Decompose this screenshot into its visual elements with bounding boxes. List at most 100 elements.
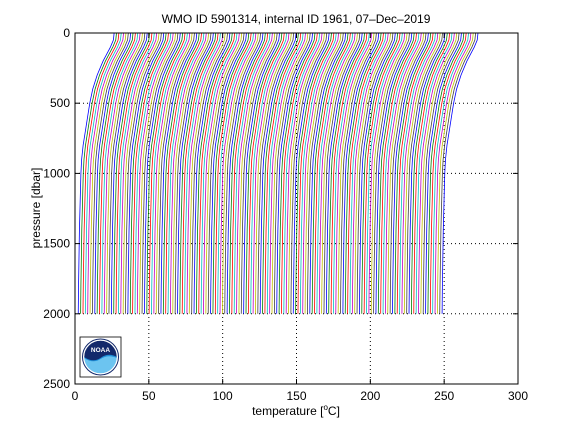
profile-line <box>247 33 285 314</box>
profile-line <box>250 33 288 314</box>
profile-line <box>278 33 316 314</box>
profile-line <box>179 33 217 314</box>
profile-line <box>203 33 240 314</box>
profile-line <box>427 33 465 314</box>
profile-line <box>92 33 129 314</box>
profile-line <box>429 33 467 314</box>
profile-line <box>351 33 389 314</box>
profile-line <box>354 33 391 314</box>
profile-line <box>245 33 283 314</box>
profile-line <box>316 33 354 314</box>
profile-line <box>434 33 472 314</box>
profile-line <box>210 33 247 314</box>
profile-line <box>195 33 233 314</box>
y-tick-label: 2500 <box>43 377 70 391</box>
profile-line <box>403 33 441 314</box>
profile-line <box>252 33 290 314</box>
profile-line <box>160 33 198 314</box>
profile-line <box>396 33 434 314</box>
profile-line <box>87 33 124 314</box>
profile-line <box>233 33 271 314</box>
profile-line <box>229 33 266 314</box>
profile-line <box>377 33 415 314</box>
profile-line <box>333 33 370 314</box>
profile-line <box>84 33 122 314</box>
x-axis-label: temperature [oC] <box>252 403 340 418</box>
profile-line <box>422 33 460 314</box>
profile-line <box>366 33 403 314</box>
profile-line <box>122 33 160 314</box>
profile-line <box>125 33 162 314</box>
noaa-logo-text: NOAA <box>91 347 110 354</box>
profile-line <box>224 33 262 314</box>
profile-line <box>77 33 115 314</box>
profile-line <box>318 33 356 314</box>
profile-line <box>328 33 365 314</box>
profile-line <box>356 33 394 314</box>
profile-line <box>127 33 165 314</box>
profile-line <box>288 33 325 314</box>
x-tick-label: 300 <box>508 389 528 403</box>
profile-line <box>304 33 342 314</box>
profile-line <box>392 33 429 314</box>
profile-line <box>361 33 399 314</box>
profile-line <box>389 33 427 314</box>
profile-line <box>144 33 181 314</box>
y-tick-label: 500 <box>50 96 70 110</box>
profile-line <box>297 33 335 314</box>
profile-line <box>217 33 254 314</box>
profile-line <box>299 33 337 314</box>
profile-line <box>399 33 436 314</box>
profile-line <box>193 33 231 314</box>
profile-line <box>401 33 439 314</box>
profile-line <box>385 33 422 314</box>
profile-line <box>330 33 368 314</box>
profile-line <box>441 33 479 314</box>
x-tick-label: 200 <box>360 389 380 403</box>
profile-line <box>146 33 184 314</box>
profile-line <box>198 33 236 314</box>
profile-line <box>410 33 448 314</box>
profile-line <box>162 33 200 314</box>
x-tick-label: 0 <box>72 389 79 403</box>
x-tick-label: 100 <box>213 389 233 403</box>
profile-line <box>219 33 257 314</box>
axis-ticks <box>74 32 519 385</box>
x-tick-label: 250 <box>434 389 454 403</box>
y-tick-label: 1000 <box>43 166 70 180</box>
profile-line <box>113 33 150 314</box>
profile-line <box>205 33 243 314</box>
profile-line <box>281 33 318 314</box>
profile-line <box>214 33 252 314</box>
profile-line <box>418 33 455 314</box>
profile-line <box>335 33 373 314</box>
profile-line <box>323 33 361 314</box>
profile-line <box>325 33 363 314</box>
profile-line <box>309 33 347 314</box>
profile-line <box>82 33 120 314</box>
profile-line <box>349 33 387 314</box>
noaa-logo: NOAA <box>79 336 122 378</box>
profile-line <box>221 33 259 314</box>
profile-line <box>108 33 146 314</box>
profile-line <box>158 33 195 314</box>
profile-line <box>257 33 295 314</box>
profile-line <box>382 33 420 314</box>
profile-line <box>106 33 143 314</box>
profile-line <box>262 33 299 314</box>
profile-line <box>344 33 382 314</box>
profile-line <box>342 33 380 314</box>
profile-line <box>295 33 332 314</box>
profile-line <box>373 33 410 314</box>
profile-line <box>290 33 328 314</box>
profile-line <box>103 33 141 314</box>
profile-line <box>141 33 179 314</box>
profile-line <box>240 33 278 314</box>
profile-line <box>177 33 214 314</box>
profile-line <box>110 33 148 314</box>
profile-line <box>167 33 205 314</box>
profile-line <box>415 33 453 314</box>
profile-line <box>139 33 176 314</box>
profile-line <box>439 33 477 314</box>
profile-line <box>436 33 474 314</box>
